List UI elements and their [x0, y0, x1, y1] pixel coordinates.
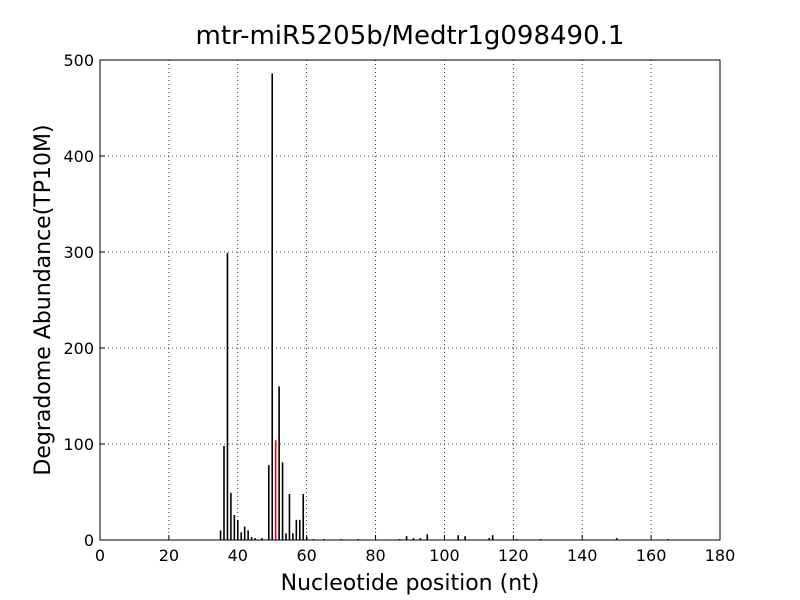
bar [240, 532, 243, 540]
bar [278, 386, 280, 540]
bar [230, 492, 232, 540]
bar [292, 533, 294, 540]
y-tick-label: 0 [84, 531, 94, 550]
bar [464, 536, 466, 540]
x-tick-label: 160 [636, 546, 667, 565]
bar [236, 519, 239, 540]
bar [295, 519, 298, 540]
y-tick-label: 300 [63, 243, 94, 262]
bar [243, 526, 246, 540]
x-tick-label: 80 [365, 546, 385, 565]
x-tick-label: 60 [296, 546, 316, 565]
bar [412, 538, 415, 540]
plot-frame [99, 59, 721, 541]
bar [426, 534, 429, 540]
bar [226, 252, 229, 540]
y-axis-label: Degradome Abundance(TP10M) [31, 124, 56, 475]
bar [261, 538, 263, 540]
x-tick-label: 180 [705, 546, 736, 565]
bar [274, 440, 277, 540]
bar [305, 537, 308, 540]
x-tick-label: 120 [498, 546, 529, 565]
x-tick-label: 0 [95, 546, 105, 565]
bar [615, 538, 618, 540]
bar [267, 465, 270, 540]
bar [491, 535, 494, 540]
bar [219, 530, 222, 540]
y-tick-label: 100 [63, 435, 94, 454]
y-tick-label: 400 [63, 147, 94, 166]
bar [302, 493, 305, 540]
bar [405, 536, 408, 540]
bar [488, 538, 491, 540]
bar [254, 538, 256, 540]
bar [281, 462, 284, 540]
bar [298, 519, 301, 540]
x-tick-label: 100 [429, 546, 460, 565]
bar [247, 530, 249, 540]
x-tick-label: 140 [567, 546, 598, 565]
bar [233, 515, 236, 540]
chart-title: mtr-miR5205b/Medtr1g098490.1 [196, 21, 625, 51]
bar [285, 533, 287, 540]
x-tick-label: 20 [159, 546, 179, 565]
y-tick-label: 200 [63, 339, 94, 358]
bar [419, 538, 422, 540]
bar [288, 493, 291, 540]
bar [271, 73, 274, 540]
bar [457, 535, 460, 540]
y-tick-label: 500 [63, 51, 94, 70]
bar [223, 445, 225, 540]
bar [250, 537, 253, 540]
x-tick-label: 40 [228, 546, 248, 565]
x-axis-label: Nucleotide position (nt) [281, 571, 540, 596]
